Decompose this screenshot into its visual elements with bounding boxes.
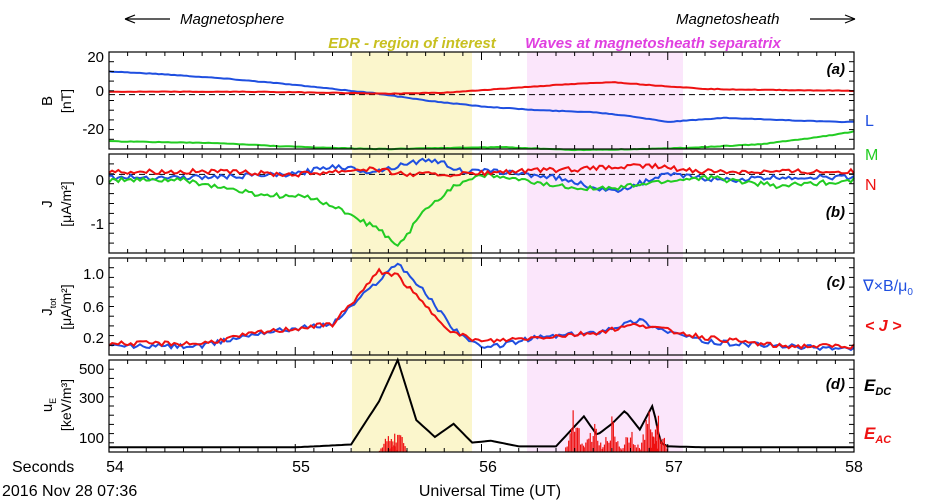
header: Magnetosphere Magnetosheath EDR - region… — [124, 11, 856, 52]
panel-c-yunits: [μA/m²] — [58, 284, 74, 329]
panel-a-tick-0: 0 — [96, 83, 104, 100]
panel-d-ylabel: uE — [39, 398, 58, 412]
x-tick-57: 57 — [665, 459, 683, 476]
panel-c-series-1 — [108, 267, 855, 350]
legend-eac-main: E — [864, 424, 876, 443]
panel-b-series-2 — [108, 162, 855, 178]
panel-c-tick-06: 0.6 — [83, 299, 104, 316]
panel-d-frame — [108, 359, 855, 453]
magnetosphere-label: Magnetosphere — [180, 11, 284, 28]
panel-b-tick-0: 0 — [96, 172, 104, 189]
legend-eac-sub: AC — [874, 434, 892, 446]
legend-eac: EAC — [864, 424, 892, 446]
panel-b-yunits: [μA/m²] — [58, 181, 74, 226]
panel-a-tick-m20: -20 — [82, 121, 104, 138]
x-tick-55: 55 — [292, 459, 310, 476]
left-arrow-head — [124, 14, 136, 24]
waves-label: Waves at magnetosheath separatrix — [525, 35, 781, 52]
eac-series — [378, 410, 668, 452]
panel-d-tick-500: 500 — [79, 361, 104, 378]
panel-b-tick-m1: -1 — [91, 216, 104, 233]
panel-d-tick-100: 100 — [79, 430, 104, 447]
panel-b-series-1 — [108, 172, 855, 248]
panel-c-tick-02: 0.2 — [83, 330, 104, 347]
edr-label: EDR - region of interest — [328, 35, 497, 52]
panel-a-series-0 — [108, 70, 855, 124]
panel-a-tag: (a) — [827, 61, 845, 78]
panel-d-yunits: [keV/m³] — [58, 379, 74, 431]
legend-L: L — [865, 113, 874, 130]
x-tick-56: 56 — [479, 459, 497, 476]
legend-curl: ∇×B/μ0 — [862, 278, 913, 298]
date-label: 2016 Nov 28 07:36 — [2, 483, 137, 500]
magnetosheath-label: Magnetosheath — [676, 11, 779, 28]
right-arrow-head — [844, 14, 856, 24]
panel-c-tag: (c) — [827, 274, 845, 291]
legend-N: N — [865, 177, 877, 194]
x-tick-58: 58 — [845, 459, 863, 476]
panel-a-ylabel: B — [39, 96, 56, 106]
legend-avg-j: < J > — [865, 318, 901, 335]
panel-d-ylabel-main: u — [39, 404, 56, 412]
panel-a-series-2 — [108, 81, 854, 95]
panel-c-tick-1: 1.0 — [83, 266, 104, 283]
panel-d-tick-300: 300 — [79, 390, 104, 407]
legend-edc-sub: DC — [875, 386, 892, 398]
legend-curl-main: ∇×B/μ — [862, 278, 907, 295]
panel-d-tag: (d) — [826, 376, 845, 393]
panel-a-yunits: [nT] — [58, 89, 74, 113]
legend-M: M — [865, 147, 878, 164]
edr-region — [352, 52, 472, 452]
legend-edc-main: E — [864, 376, 876, 395]
x-tick-54: 54 — [106, 459, 124, 476]
panel-b-ylabel: J — [39, 200, 56, 208]
panel-a-tick-20: 20 — [87, 49, 104, 66]
panel-c-series-0 — [108, 262, 855, 352]
seconds-label: Seconds — [12, 459, 74, 476]
panel-c-ylabel-sub: tot — [48, 298, 58, 309]
legend-curl-sub: 0 — [907, 287, 913, 298]
panel-a-frame — [108, 51, 855, 150]
waves-region — [527, 52, 683, 452]
panel-b-tag: (b) — [826, 204, 845, 221]
legend-edc: EDC — [864, 376, 892, 398]
panel-c-ylabel: Jtot — [39, 298, 58, 316]
x-axis-title: Universal Time (UT) — [419, 483, 561, 500]
panel-d-series-0 — [109, 357, 854, 449]
panel-c-ylabel-main: J — [39, 308, 56, 316]
panel-d-ylabel-sub: E — [48, 398, 58, 404]
